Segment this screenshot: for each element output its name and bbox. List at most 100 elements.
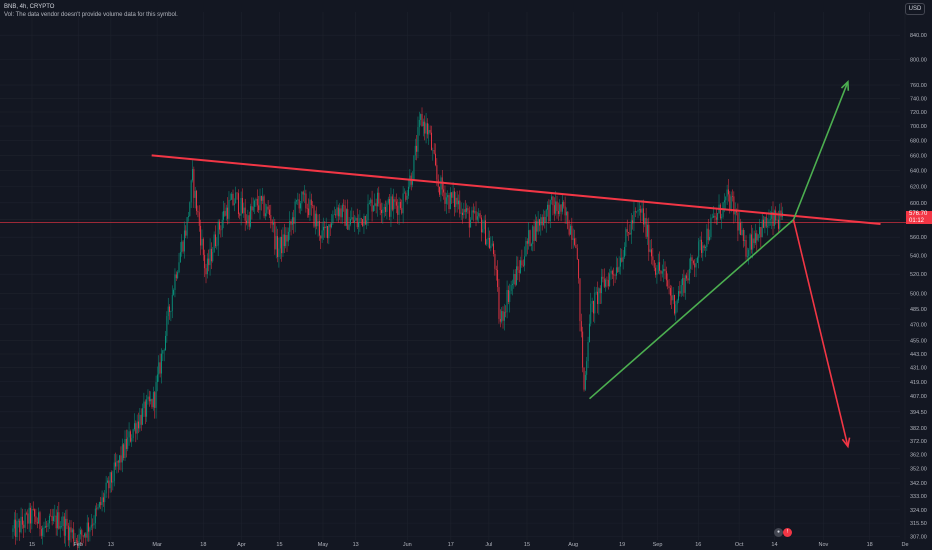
time-tick-label: 13	[353, 542, 359, 548]
candle-body	[618, 266, 620, 273]
candle-body	[598, 288, 600, 305]
candle-body	[345, 209, 347, 226]
candle-body	[752, 238, 754, 250]
candle-body	[123, 444, 125, 459]
candle-body	[555, 201, 557, 214]
candle-body	[773, 210, 775, 226]
candle-body	[61, 526, 63, 527]
candle-body	[125, 439, 127, 449]
candle-body	[348, 224, 350, 230]
candle-body	[30, 507, 31, 524]
candle-body	[429, 130, 431, 133]
candle-body	[768, 219, 770, 226]
candle-body	[383, 206, 385, 210]
candle-body	[744, 240, 746, 242]
candle-body	[189, 202, 191, 217]
candle-body	[40, 529, 42, 536]
bullish-arrow-line[interactable]	[792, 81, 849, 221]
candle-body	[252, 206, 254, 211]
bullish-arrow-head[interactable]	[840, 79, 850, 91]
candle-body	[772, 212, 774, 226]
candle-body	[329, 224, 331, 228]
candle-body	[254, 200, 256, 207]
candle-body	[381, 210, 382, 214]
candle-body	[489, 237, 490, 249]
tradingview-badge-icon[interactable]: ● !	[774, 528, 793, 537]
candle-body	[92, 524, 94, 526]
price-tick-label: 600.00	[910, 201, 927, 207]
drawings-layer[interactable]	[151, 79, 881, 449]
candle-body	[239, 214, 241, 216]
candle-body	[769, 218, 771, 220]
support-trendline[interactable]	[588, 219, 795, 400]
currency-button[interactable]: USD	[905, 3, 925, 15]
candle-body	[745, 240, 747, 257]
candle-body	[350, 219, 351, 225]
candle-body	[620, 257, 621, 267]
candle-body	[256, 199, 258, 206]
candle-body	[734, 209, 736, 215]
candle-body	[749, 234, 751, 250]
candle-body	[331, 223, 333, 228]
candle-body	[275, 236, 277, 250]
candle-body	[152, 392, 154, 408]
price-tick-label: 800.00	[910, 57, 927, 63]
price-axis[interactable]: 840.00 800.00 760.00 740.00 720.00 700.00 680.…	[910, 33, 927, 541]
candle-body	[80, 530, 81, 535]
candle-body	[517, 266, 519, 271]
bearish-arrow-line[interactable]	[792, 219, 849, 447]
price-tick-label: 352.00	[910, 467, 927, 473]
candle-body	[409, 175, 411, 187]
candle-body	[540, 217, 542, 226]
candle-body	[273, 222, 274, 225]
candle-body	[215, 234, 216, 247]
candle-body	[94, 508, 96, 524]
candle-body	[81, 530, 83, 536]
candle-body	[12, 528, 14, 532]
candle-body	[359, 218, 361, 223]
candle-body	[413, 155, 415, 181]
candle-body	[182, 241, 184, 252]
candle-body	[59, 526, 61, 529]
candle-body	[753, 238, 755, 244]
candle-body	[487, 237, 489, 240]
candle-body	[507, 290, 509, 302]
candle-body	[174, 274, 176, 290]
candle-body	[65, 518, 67, 536]
candle-body	[640, 209, 642, 213]
candle-body	[16, 521, 18, 537]
bearish-arrow-head[interactable]	[841, 437, 851, 449]
candle-body	[163, 350, 165, 351]
resistance-trendline[interactable]	[151, 154, 881, 226]
candle-body	[557, 210, 559, 215]
candle-body	[586, 361, 588, 375]
candle-body	[528, 230, 530, 244]
candle-body	[417, 127, 419, 152]
candle-body	[414, 145, 416, 156]
candle-body	[756, 233, 758, 241]
candle-body	[455, 197, 457, 207]
candle-body	[653, 260, 655, 268]
candle-body	[89, 527, 91, 532]
price-tick-label: 560.00	[910, 235, 927, 241]
candle-body	[723, 200, 725, 203]
candle-body	[513, 273, 515, 284]
candle-body	[721, 216, 723, 219]
candle-body	[258, 205, 260, 211]
candle-body	[560, 204, 562, 212]
candle-body	[482, 229, 484, 233]
price-tick-label: 840.00	[910, 33, 927, 39]
time-tick-label: Sep	[653, 542, 663, 548]
candle-body	[742, 229, 744, 242]
candle-body	[389, 199, 391, 217]
candle-body	[169, 306, 171, 312]
candle-body	[360, 218, 362, 220]
candle-body	[67, 525, 69, 541]
candle-body	[69, 527, 71, 541]
candle-body	[297, 199, 299, 201]
candle-body	[132, 429, 134, 439]
candle-body	[262, 196, 264, 201]
time-axis[interactable]: 15 Feb 13 Mar 18 Apr 15 May 13 Jun 17 Jul 15 Aug 19 Sep…	[29, 542, 909, 548]
candle-body	[777, 219, 779, 229]
